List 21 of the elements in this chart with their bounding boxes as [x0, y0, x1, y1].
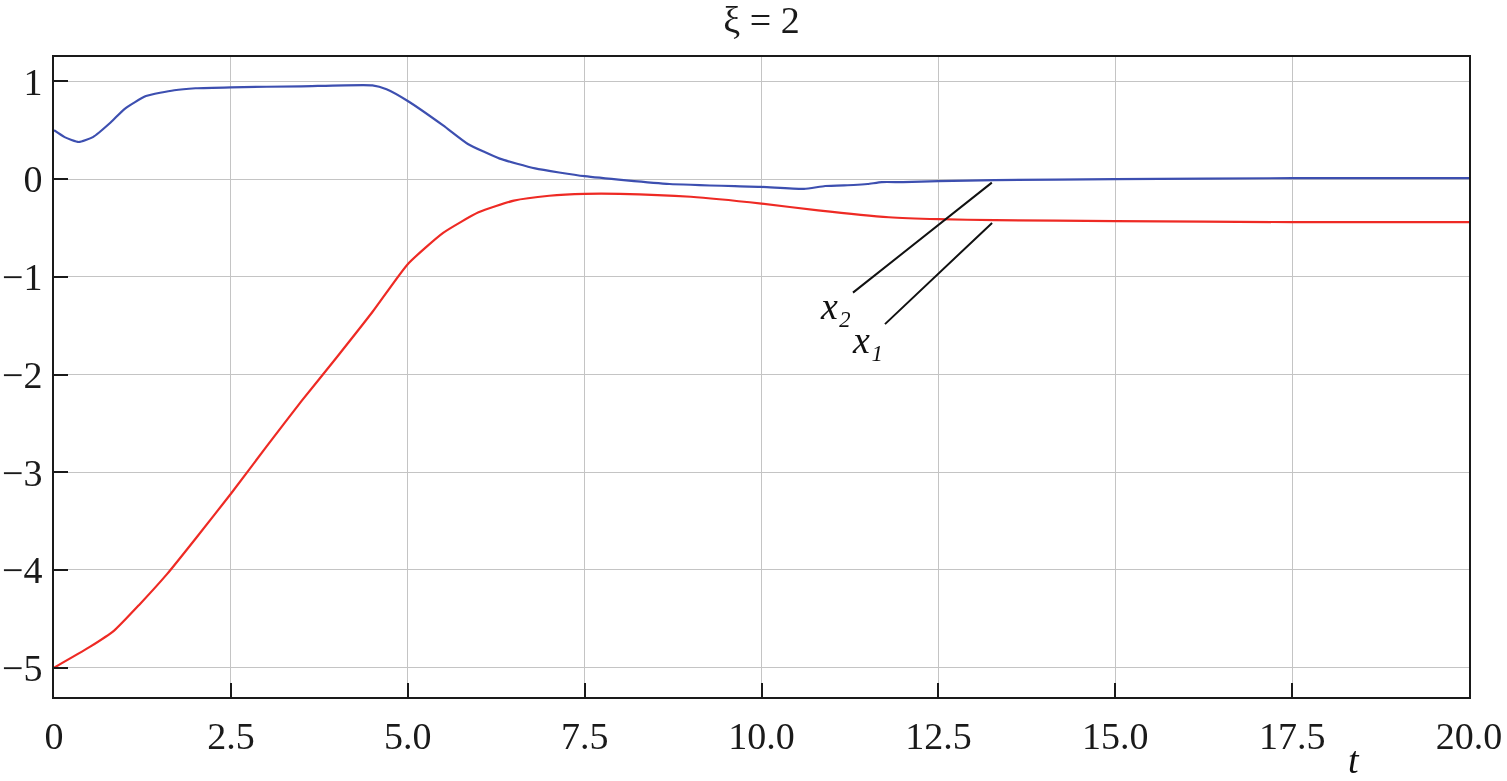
y-tick-label: −4 — [1, 549, 43, 592]
text: x₁ — [852, 319, 884, 361]
y-tick-label: 0 — [23, 158, 43, 201]
line-series — [54, 84, 1469, 191]
x-tick-label: 17.5 — [1258, 714, 1326, 757]
x-tick-label: 10.0 — [728, 714, 795, 757]
text: x₂ — [820, 285, 852, 327]
x-tick-label: 15.0 — [1082, 714, 1149, 757]
y-tick-label: −1 — [1, 256, 43, 299]
line-series — [54, 192, 1469, 669]
y-tick-label: 1 — [23, 60, 43, 103]
x-axis-title: t — [1348, 739, 1360, 781]
y-tick-label: −5 — [1, 646, 43, 689]
x-tick-label: 2.5 — [207, 714, 255, 757]
x-tick-label: 12.5 — [905, 714, 972, 757]
x-tick-label: 5.0 — [384, 714, 432, 757]
x-tick-label: 7.5 — [560, 714, 609, 757]
chart-title: ξ = 2 — [723, 0, 800, 41]
y-tick-label: −3 — [1, 451, 43, 494]
x-tick-label: 20.0 — [1435, 714, 1503, 757]
y-tick-label: −2 — [1, 353, 43, 396]
